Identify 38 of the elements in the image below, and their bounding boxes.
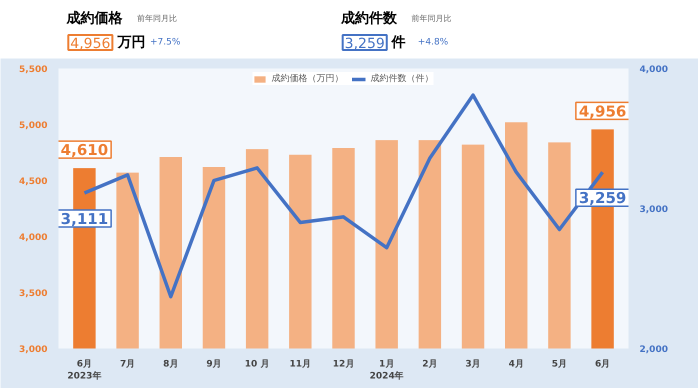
data-label: 3,259 (578, 189, 626, 208)
legend-label: 成約件数（件） (370, 72, 434, 85)
text: 成約件数 (340, 10, 398, 26)
y2-tick-label: 2,000 (640, 345, 668, 355)
x-tick-label: 10 月 (244, 358, 270, 370)
text: 件 (390, 34, 406, 50)
y2-tick-label: 3,000 (640, 205, 668, 215)
y-tick-label: 5,500 (19, 65, 48, 75)
x-tick-label: 6月 (594, 358, 610, 370)
text: +7.5% (150, 38, 181, 48)
x-tick-label: 7月 (120, 358, 136, 370)
x-tick-label: 1月 2024年 (370, 358, 404, 382)
x-tick-label: 5月 (552, 358, 568, 370)
y-tick-label: 3,000 (19, 345, 48, 355)
data-label: 4,956 (578, 102, 626, 120)
text: 3,259 (344, 36, 385, 52)
y-tick-label: 3,500 (19, 289, 48, 299)
text: 前年同月比 (136, 14, 177, 23)
text: +4.8% (418, 38, 449, 48)
x-tick-label: 11月 (290, 358, 312, 370)
x-tick-label: 8月 (163, 358, 178, 370)
text: 4,956 (70, 36, 110, 52)
x-tick-label: 6月 2023年 (67, 358, 102, 382)
data-label: 4,610 (60, 141, 108, 160)
x-tick-label: 9月 (206, 358, 222, 370)
x-tick-label: 3月 (465, 358, 481, 370)
y-tick-label: 4,000 (19, 233, 48, 243)
text: 成約価格 (66, 10, 124, 26)
legend-label: 成約価格（万円） (272, 72, 344, 85)
x-tick-label: 12月 (332, 358, 354, 370)
x-tick-label: 2月 (422, 358, 438, 370)
y-tick-label: 4,500 (19, 177, 48, 187)
text: 前年同月比 (411, 14, 452, 23)
y-tick-label: 5,000 (19, 121, 48, 131)
x-tick-label: 4月 (508, 358, 524, 370)
text: 万円 (116, 34, 146, 50)
y2-tick-label: 4,000 (640, 65, 668, 75)
data-label: 3,111 (60, 210, 108, 228)
